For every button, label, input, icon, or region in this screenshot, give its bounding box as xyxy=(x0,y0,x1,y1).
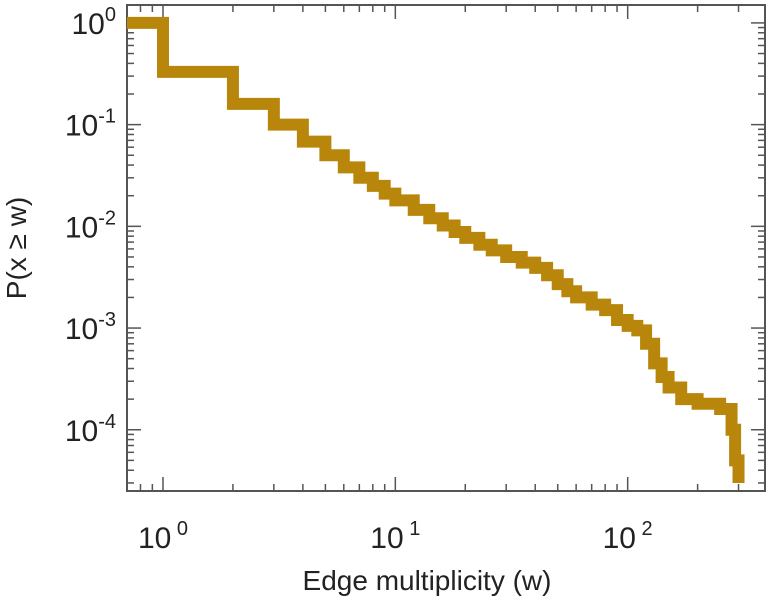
plot-frame xyxy=(126,4,766,492)
x-tick-label: 10 0 xyxy=(138,518,188,555)
minor-ticks xyxy=(126,5,765,491)
y-tick-label: 100 xyxy=(72,4,117,41)
x-tick-label: 10 2 xyxy=(603,518,653,555)
series-line xyxy=(127,16,745,483)
y-tick-label: 10-3 xyxy=(65,309,116,346)
x-tick-label: 10 1 xyxy=(370,518,420,555)
major-ticks xyxy=(127,5,765,491)
x-axis-title: Edge multiplicity (w) xyxy=(303,565,552,596)
y-tick-labels: 100 10-1 10-2 10-3 10-4 xyxy=(65,4,116,448)
x-tick-labels: 10 0 10 1 10 2 xyxy=(138,518,653,555)
y-tick-label: 10-1 xyxy=(65,106,116,143)
y-axis-title: P(x ≥ w) xyxy=(1,197,32,299)
y-tick-label: 10-4 xyxy=(65,411,116,448)
y-tick-label: 10-2 xyxy=(65,207,116,244)
